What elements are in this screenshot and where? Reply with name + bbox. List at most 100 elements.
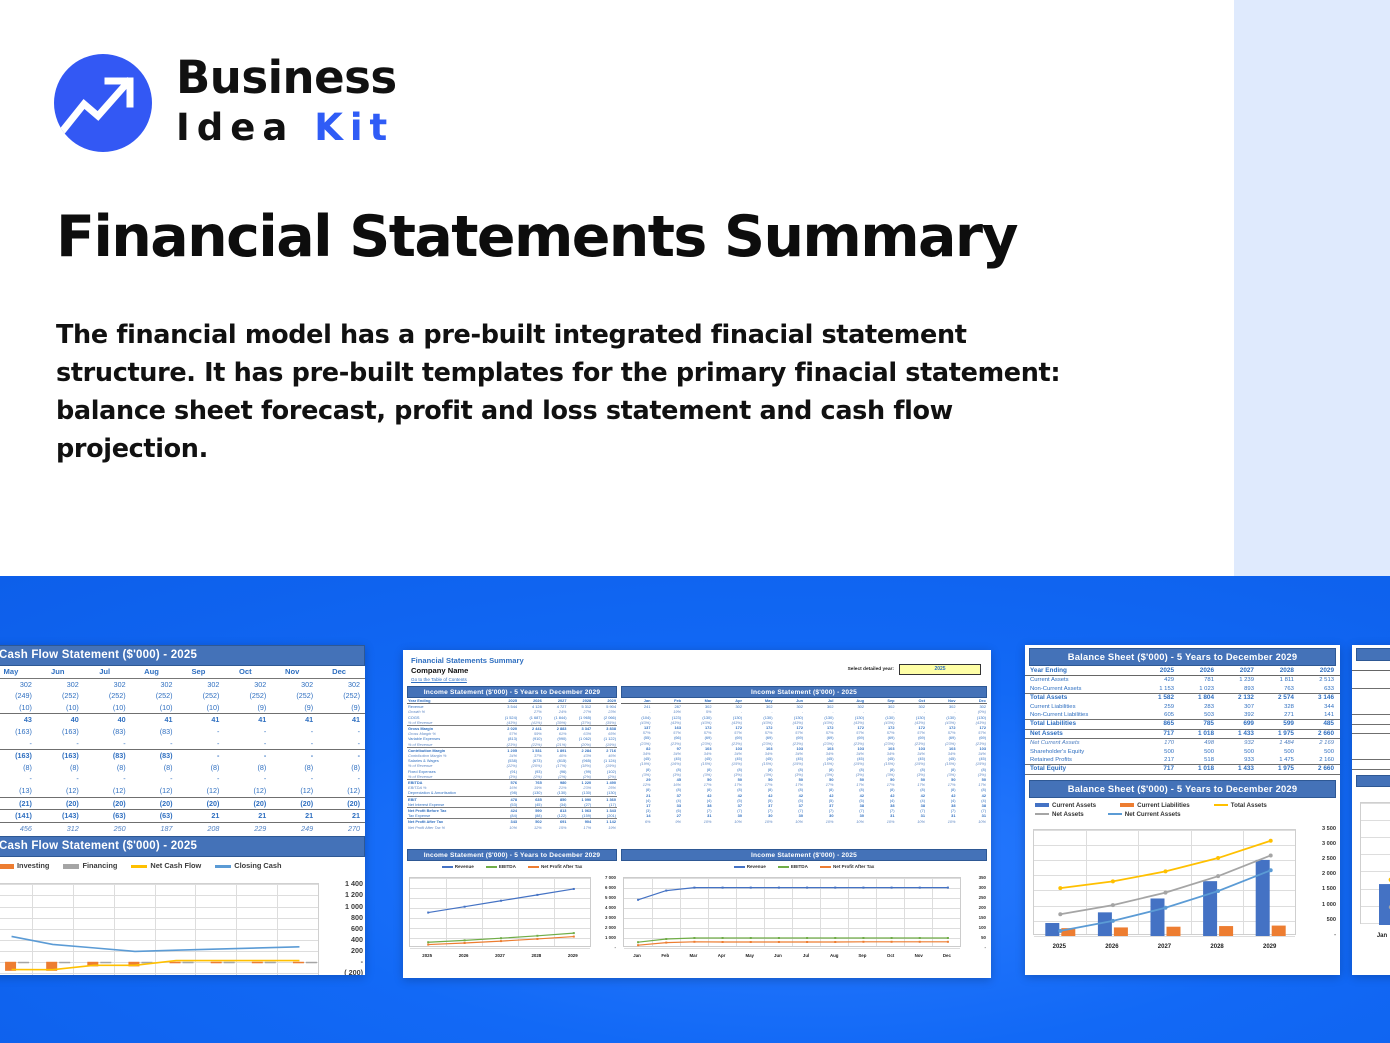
table-cell: 17% — [583, 824, 592, 830]
table-cell: (4) — [920, 797, 925, 803]
table-cell: (20) — [177, 796, 225, 810]
table-cell: (2%) — [607, 773, 616, 779]
table-cell: (55) — [643, 735, 651, 741]
table-cell: 9% — [675, 818, 681, 824]
x-tick: 2026 — [1105, 943, 1119, 950]
balance-sheet-screenshot[interactable]: Balance Sheet ($'000) - 5 Years to Decem… — [1025, 645, 1340, 975]
table-cell: 1 090 — [567, 795, 593, 802]
financial-summary-screenshot[interactable]: Financial Statements Summary Company Nam… — [403, 650, 991, 978]
table-cell: (45) — [979, 756, 986, 762]
table-row: (21) (20) (20) (20) (20) (20) (20) (20) — [0, 796, 365, 810]
year-selector[interactable]: Select detailed year: 2025 — [848, 664, 981, 675]
legend-item: EBITDA — [777, 864, 808, 869]
legend-item: EBITDA — [485, 864, 516, 869]
table-row: (141) (143) (63) (63) 21 21 21 21 — [0, 809, 365, 823]
table-cell: 50 — [707, 777, 712, 783]
x-tick: Apr — [717, 953, 726, 958]
table-cell: 34% — [642, 751, 651, 757]
table-cell: (27) — [584, 801, 592, 807]
table-cell: (252) — [155, 691, 173, 701]
table-cell: - — [310, 774, 314, 784]
table-cell: 5 904 — [606, 704, 616, 710]
table-cell: (2 066) — [603, 714, 616, 720]
table-cell: 103 — [979, 745, 987, 751]
column-header: Jul — [804, 698, 835, 705]
row-label: Net Assets — [1025, 728, 1141, 740]
table-cell: (8) — [351, 762, 360, 772]
table-cell: (163) — [0, 749, 37, 762]
row-label: Current Liabilities — [1030, 703, 1076, 710]
table-cell: (22%) — [531, 741, 542, 747]
legend-item: Investing — [0, 861, 49, 870]
table-cell: 37 — [829, 803, 834, 809]
table-row: 12% 16% 17% 17% 17% 17% 17% 17% 17% 17% 17% 17% — [621, 782, 987, 787]
column-header: 2027 — [1220, 667, 1260, 677]
legend-item: Net Profit After Tax — [527, 864, 582, 869]
table-cell: 172 — [766, 725, 773, 731]
x-tick: May — [745, 953, 754, 958]
table-cell: 302 — [918, 704, 926, 710]
table-cell: (252) — [61, 691, 79, 701]
table-cell: - — [170, 738, 173, 748]
x-tick: 2026 — [458, 953, 469, 958]
table-cell: (8) — [210, 762, 220, 772]
table-cell: 27% — [533, 709, 542, 715]
table-cell: 3 347 — [567, 725, 593, 732]
table-cell: (6) — [676, 808, 681, 814]
table-cell: 172 — [735, 725, 743, 731]
table-cell: 65% — [608, 731, 616, 737]
table-cell: 1 018 — [1180, 728, 1220, 740]
cash-flow-table-title: Cash Flow Statement ($'000) - 2025 — [0, 645, 365, 666]
row-label: Net Current Assets — [1030, 740, 1080, 747]
table-cell: 271 — [1284, 712, 1294, 719]
row-label: Salaries & Wages — [408, 758, 439, 764]
table-cell: 21 — [224, 809, 272, 823]
table-cell: (45) — [948, 756, 956, 762]
table-of-contents-link[interactable]: Go to the Table of Contents — [411, 677, 467, 682]
table-row: Current Assets 429 781 1 239 1 811 2 513 — [1025, 676, 1340, 685]
table-cell: 42 — [890, 792, 895, 798]
table-cell: (130) — [793, 714, 803, 720]
table-cell: (8) — [981, 766, 986, 772]
table-cell: 1 433 — [1220, 728, 1260, 740]
table-cell: (8) — [304, 762, 314, 772]
table-row: 21 37 42 42 42 42 42 42 42 42 42 42 — [621, 793, 987, 798]
table-cell: (252) — [108, 691, 126, 701]
table-cell: 103 — [796, 745, 804, 751]
monthly-balance-sheet-screenshot[interactable]: Jan1 1741241 297936927865121 08150012512… — [1352, 645, 1390, 975]
table-cell: 250 — [83, 821, 131, 835]
table-cell: (8) — [676, 787, 681, 793]
table-row: Year Ending 2025 2026 2027 2028 2029 — [407, 698, 617, 705]
table-cell: 30 — [859, 813, 864, 819]
year-selector-input[interactable]: 2025 — [899, 664, 981, 675]
table-cell: 50 — [768, 777, 773, 783]
table-cell: 172 — [857, 725, 865, 731]
table-cell: - — [310, 738, 314, 748]
x-tick: 2025 — [1052, 943, 1066, 950]
table-cell: (9) — [257, 702, 267, 712]
table-cell: (1 124) — [603, 758, 616, 764]
column-header: Jun — [773, 698, 804, 705]
table-cell: 500 — [1204, 748, 1214, 755]
table-row: % of Revenue (23%) (22%) (21%) (20%) (19%) — [407, 742, 617, 748]
table-row: (3%) (3%) (3%) (3%) (3%) (3%) (3%) (3%) (3%) (3%)… — [621, 772, 987, 777]
table-cell: (83) — [83, 749, 131, 762]
x-tick: Mar — [689, 953, 698, 958]
legend-item: Revenue — [733, 864, 766, 869]
cash-flow-screenshot[interactable]: Cash Flow Statement ($'000) - 2025 May Ju… — [0, 645, 365, 975]
table-cell: 12% — [533, 824, 542, 830]
x-tick: 2029 — [567, 953, 578, 958]
table-cell: (10) — [159, 702, 173, 712]
y-tick: - — [1334, 931, 1336, 938]
table-cell: (8) — [69, 762, 79, 772]
table-cell: 41 — [177, 713, 225, 726]
table-row: Contribution Margin % 34% 37% 40% 43% 46% — [407, 753, 617, 758]
table-cell: 21 — [646, 792, 651, 798]
column-header: 2025 — [493, 698, 519, 705]
gridline — [410, 918, 590, 919]
table-cell: - — [318, 749, 365, 762]
table-cell: (43%) — [731, 719, 742, 725]
table-row: EBIT 478 635 850 1 090 1 360 — [407, 795, 617, 802]
table-cell: 33 — [676, 803, 681, 809]
table-cell: 17% — [825, 782, 834, 788]
